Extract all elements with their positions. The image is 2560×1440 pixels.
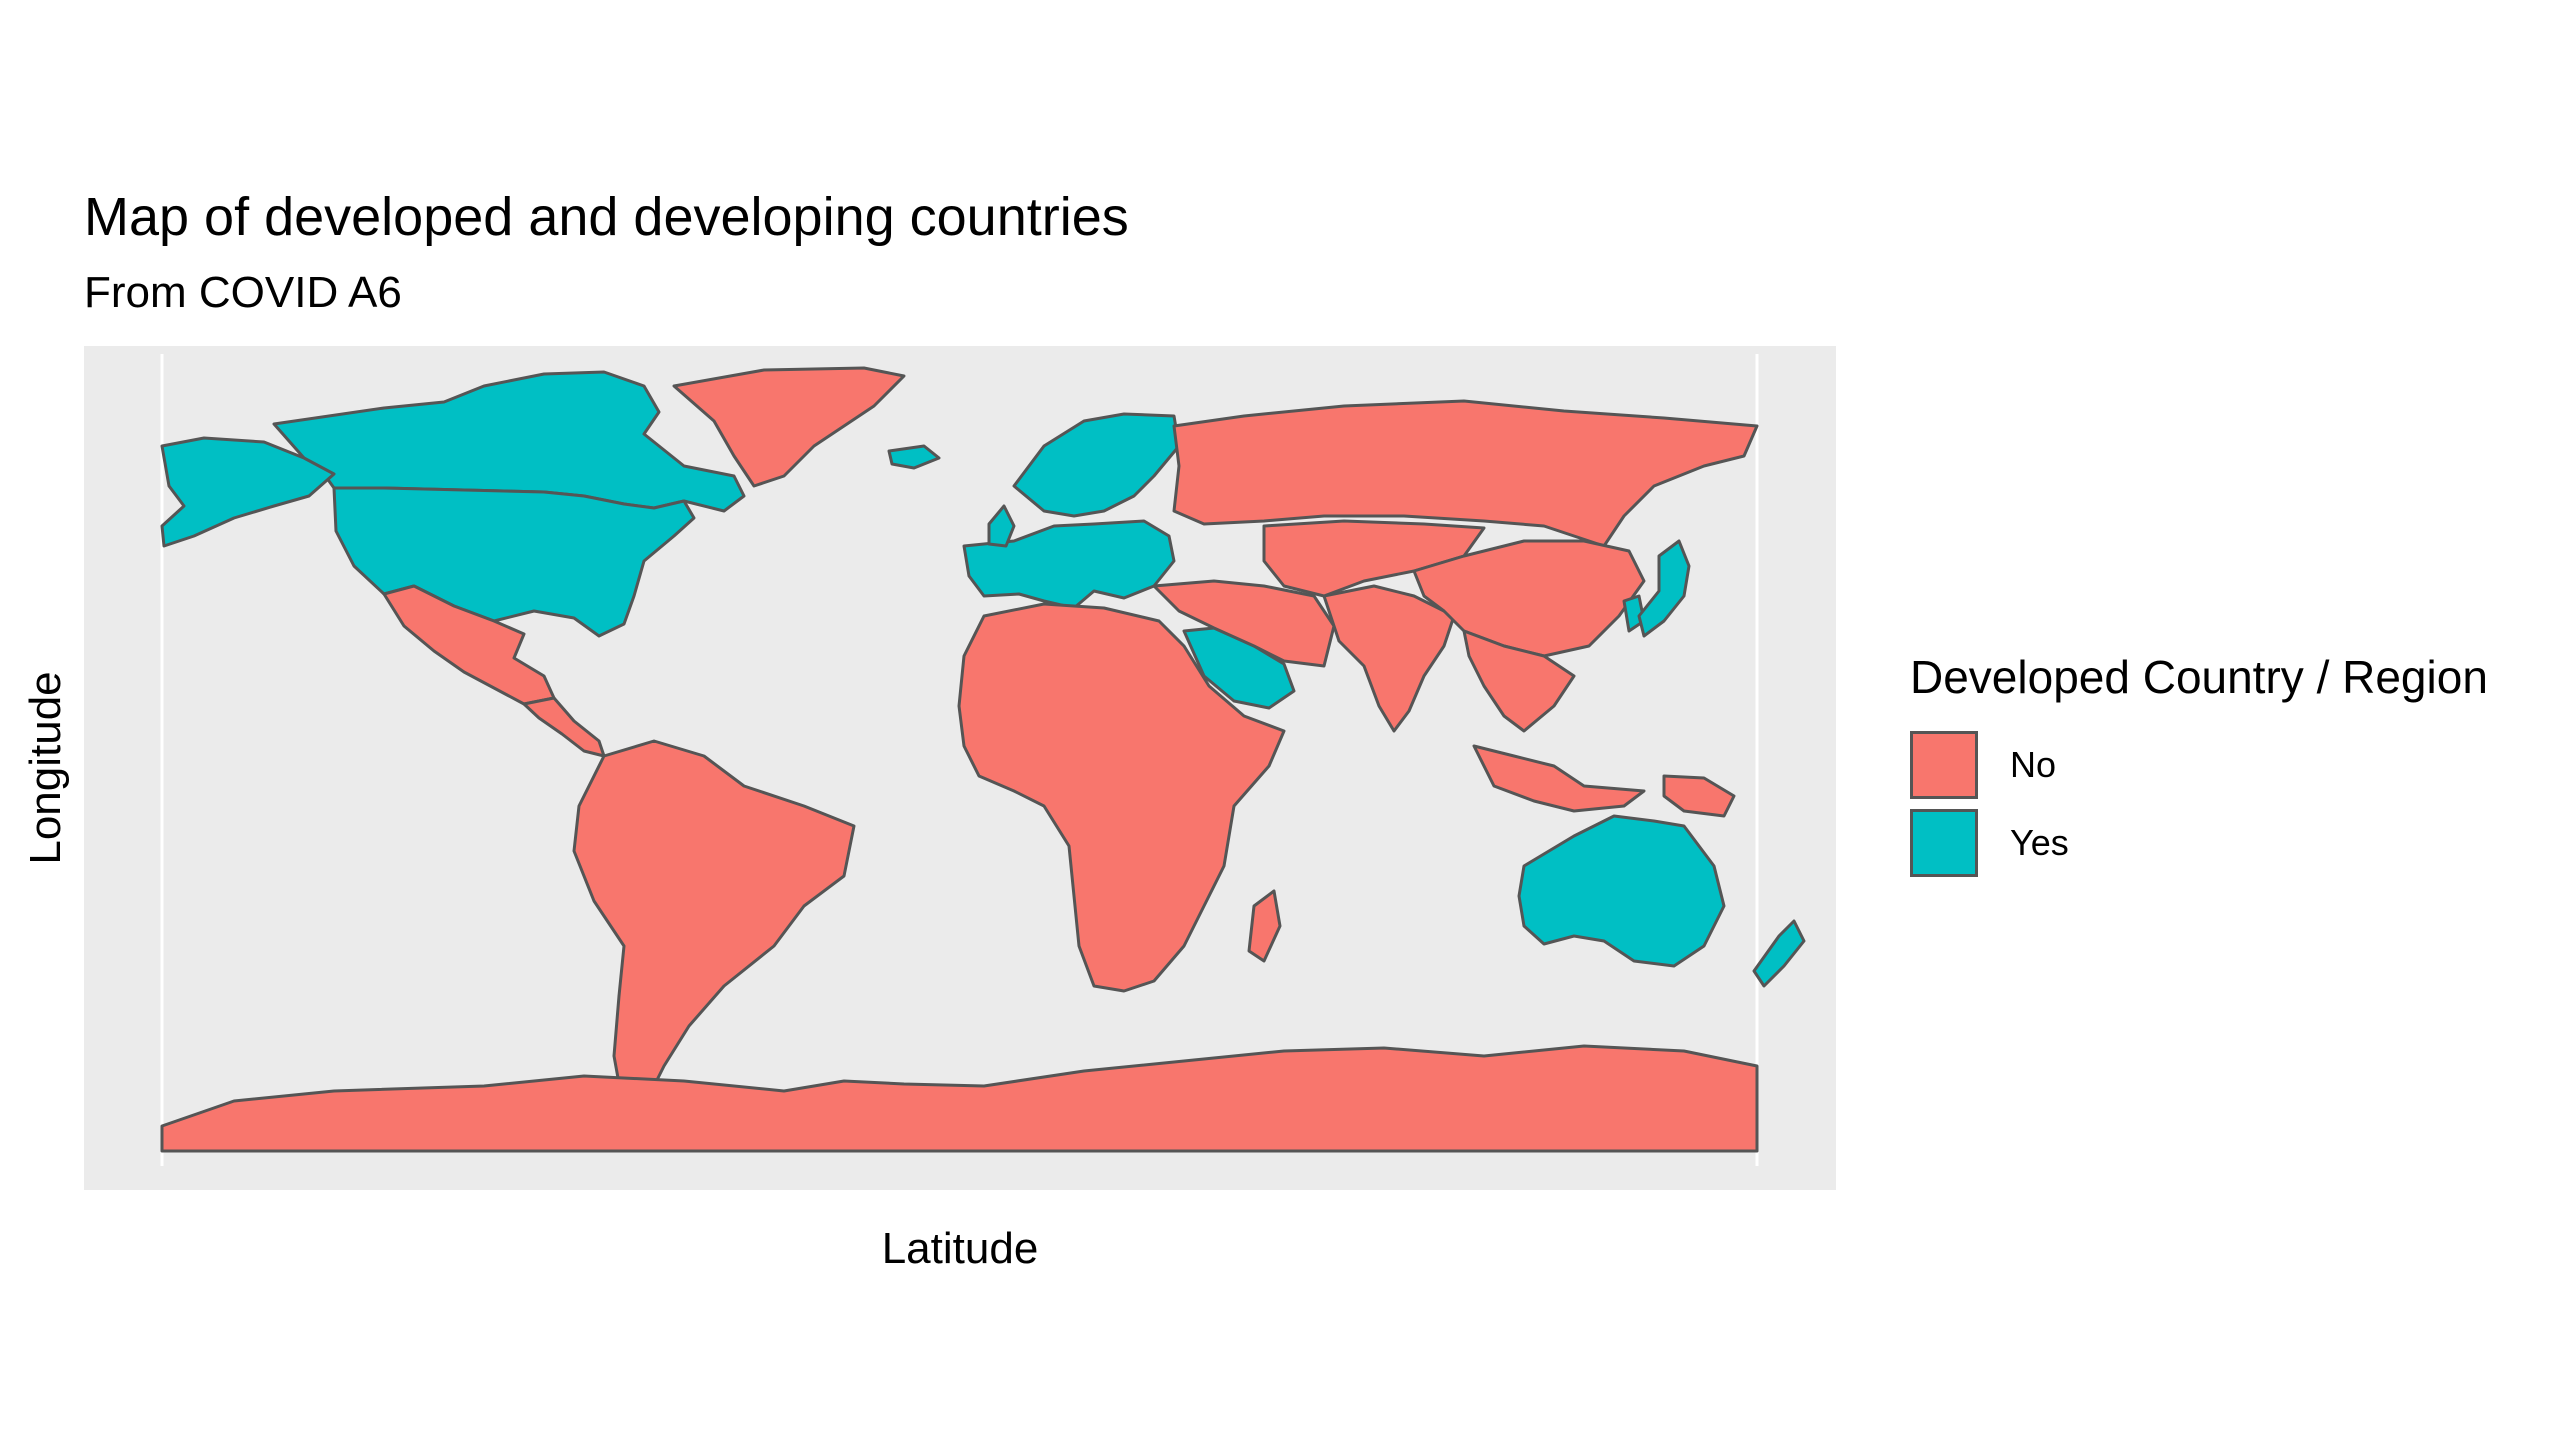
legend-key-no <box>1910 731 1978 799</box>
y-axis-label: Longitude <box>21 671 70 865</box>
chart-title: Map of developed and developing countrie… <box>84 187 1129 247</box>
legend-entry-yes: Yes <box>1910 804 2488 882</box>
region-middle-east <box>1152 579 1336 668</box>
region-western-europe <box>962 519 1176 610</box>
region-papua-new-guinea <box>1662 774 1736 818</box>
region-indonesia <box>1472 744 1646 813</box>
region-new-zealand <box>1752 919 1806 988</box>
region-united-kingdom <box>987 504 1016 548</box>
region-china <box>1412 539 1646 658</box>
region-iceland <box>887 444 941 470</box>
region-russia <box>1172 399 1759 548</box>
legend-key-yes <box>1910 809 1978 877</box>
region-scandinavia <box>1012 412 1181 518</box>
region-madagascar <box>1247 889 1282 963</box>
region-mexico <box>382 584 556 706</box>
region-southeast-asia <box>1462 629 1576 733</box>
x-axis-label: Latitude <box>881 1224 1039 1273</box>
region-antarctica <box>160 1044 1759 1153</box>
region-india <box>1322 584 1456 733</box>
region-south-america <box>572 739 856 1113</box>
region-africa <box>957 602 1286 993</box>
chart-subtitle: From COVID A6 <box>84 268 402 317</box>
legend-label-no: No <box>2010 744 2057 785</box>
region-alaska <box>160 436 336 548</box>
region-japan <box>1637 539 1691 638</box>
legend-title: Developed Country / Region <box>1910 651 2488 703</box>
legend-entry-no: No <box>1910 726 2488 804</box>
legend: Developed Country / Region No Yes <box>1910 650 2488 882</box>
map-panel <box>84 346 1836 1190</box>
region-australia <box>1517 814 1726 968</box>
legend-label-yes: Yes <box>2010 822 2069 863</box>
region-greenland <box>672 366 906 488</box>
